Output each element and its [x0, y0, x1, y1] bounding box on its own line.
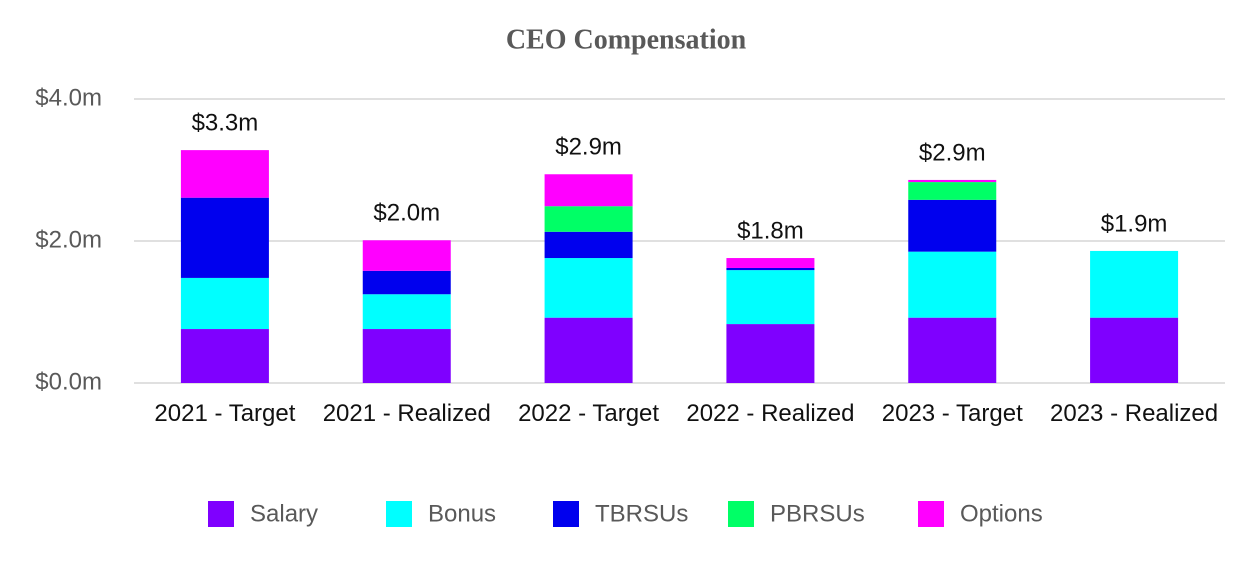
- total-label: $1.8m: [737, 217, 804, 244]
- bar-segment: [726, 270, 815, 325]
- bar-segment: [362, 240, 451, 271]
- bar-segment: [362, 270, 451, 295]
- bar-segment: [362, 329, 451, 383]
- legend-label: TBRSUs: [595, 500, 688, 527]
- x-tick-label: 2023 - Realized: [1050, 400, 1219, 427]
- legend-label: Salary: [250, 500, 318, 527]
- x-tick-label: 2023 - Target: [881, 400, 1023, 427]
- legend-swatch: [918, 501, 944, 527]
- bar-segment: [180, 150, 269, 198]
- bar-segment: [544, 206, 633, 232]
- x-tick-label: 2021 - Realized: [322, 400, 491, 427]
- legend-swatch: [553, 501, 579, 527]
- x-tick-label: 2021 - Target: [154, 400, 296, 427]
- y-tick-label: $4.0m: [35, 84, 102, 111]
- bar-segment: [908, 199, 997, 252]
- total-label: $1.9m: [1101, 210, 1168, 237]
- bar-segment: [544, 317, 633, 383]
- total-label: $2.0m: [373, 200, 440, 227]
- bar-segment: [726, 258, 815, 268]
- bar-segment: [544, 258, 633, 318]
- bar-segment: [908, 251, 997, 318]
- bar-segment: [1090, 250, 1179, 318]
- bar-segment: [908, 317, 997, 383]
- bar-segment: [180, 329, 269, 383]
- bar-segment: [1090, 317, 1179, 383]
- total-label: $2.9m: [919, 139, 986, 166]
- bar-segment: [544, 231, 633, 259]
- legend-label: PBRSUs: [770, 500, 865, 527]
- total-label: $2.9m: [555, 134, 622, 161]
- total-label: $3.3m: [192, 109, 259, 136]
- bar-segment: [908, 182, 997, 200]
- legend-swatch: [386, 501, 412, 527]
- chart-title: CEO Compensation: [506, 24, 747, 55]
- legend-label: Options: [960, 500, 1043, 527]
- bar-segment: [180, 277, 269, 330]
- legend-label: Bonus: [428, 500, 496, 527]
- bar-segment: [726, 267, 815, 271]
- y-tick-label: $0.0m: [35, 368, 102, 395]
- x-tick-label: 2022 - Realized: [686, 400, 855, 427]
- x-tick-label: 2022 - Target: [518, 400, 660, 427]
- bar-segment: [908, 179, 997, 183]
- bar-segment: [180, 197, 269, 278]
- bar-segment: [362, 294, 451, 330]
- bar-segment: [726, 324, 815, 383]
- bar-segment: [544, 174, 633, 207]
- y-tick-label: $2.0m: [35, 226, 102, 253]
- legend-swatch: [728, 501, 754, 527]
- legend-swatch: [208, 501, 234, 527]
